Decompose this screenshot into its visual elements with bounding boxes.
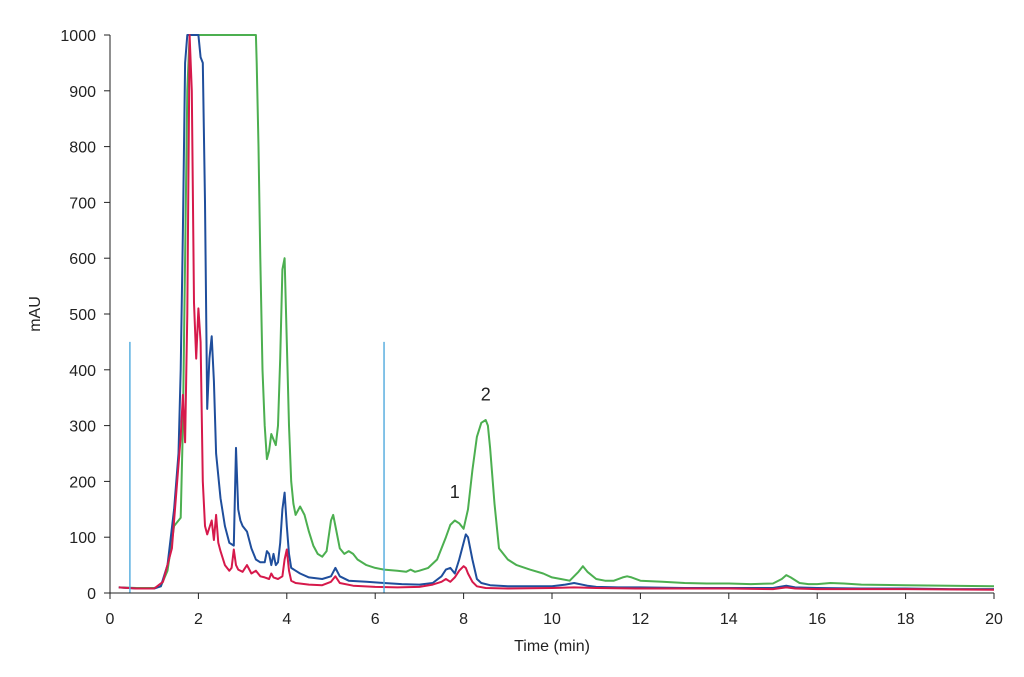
x-tick-label: 4 <box>282 611 291 628</box>
y-tick-label: 0 <box>87 586 96 603</box>
x-tick-label: 10 <box>543 611 561 628</box>
series-lines <box>118 34 995 591</box>
y-tick-label: 500 <box>69 307 96 324</box>
y-ticks: 0 100 200 300 400 500 600 700 800 900 1000 <box>60 28 110 603</box>
series-line-0 <box>118 34 995 589</box>
y-tick-label: 400 <box>69 363 96 380</box>
axes <box>109 35 994 594</box>
peak-label-2: 2 <box>481 384 491 404</box>
y-tick-label: 300 <box>69 419 96 436</box>
y-tick-label: 200 <box>69 474 96 491</box>
x-tick-label: 14 <box>720 611 738 628</box>
series-line-1 <box>118 34 994 591</box>
x-tick-label: 16 <box>808 611 826 628</box>
x-tick-label: 18 <box>897 611 915 628</box>
y-tick-label: 100 <box>69 530 96 547</box>
x-tick-label: 6 <box>371 611 380 628</box>
x-tick-label: 8 <box>459 611 468 628</box>
y-tick-label: 900 <box>69 84 96 101</box>
x-axis-title: Time (min) <box>514 638 590 655</box>
series-line-2 <box>118 34 995 591</box>
y-axis-title: mAU <box>27 296 44 332</box>
x-tick-label: 2 <box>194 611 203 628</box>
x-tick-label: 12 <box>632 611 650 628</box>
peak-annotations: 12 <box>450 384 491 502</box>
x-tick-label: 0 <box>106 611 115 628</box>
vertical-markers <box>129 341 385 593</box>
x-ticks: 0 2 4 6 8 10 12 14 16 18 20 <box>106 593 1003 628</box>
y-tick-label: 1000 <box>60 28 96 45</box>
x-tick-label: 20 <box>985 611 1003 628</box>
y-tick-label: 800 <box>69 140 96 157</box>
y-tick-label: 700 <box>69 195 96 212</box>
peak-label-1: 1 <box>450 482 460 502</box>
y-tick-label: 600 <box>69 251 96 268</box>
